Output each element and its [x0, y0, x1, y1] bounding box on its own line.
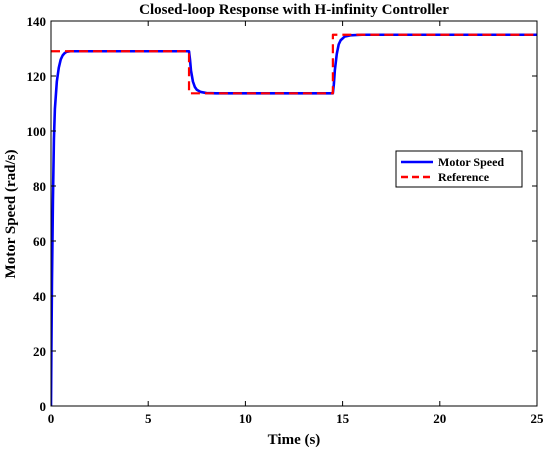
y-tick-label: 60 — [33, 234, 46, 249]
legend-label: Motor Speed — [438, 155, 504, 169]
x-tick-label: 25 — [531, 411, 545, 426]
y-tick-label: 140 — [27, 14, 47, 29]
plot-area: 0 5 10 15 20 25 0 20 40 60 80 100 120 140 Motor SpeedR… — [27, 14, 545, 426]
y-tick-label: 80 — [33, 179, 46, 194]
x-tick-label: 5 — [145, 411, 152, 426]
plot-frame — [50, 20, 538, 407]
x-tick-label: 0 — [48, 411, 55, 426]
y-axis-label: Motor Speed (rad/s) — [3, 150, 19, 279]
x-tick-label: 10 — [239, 411, 252, 426]
x-tick-label: 15 — [336, 411, 350, 426]
series-line-motor-speed — [51, 33, 537, 406]
series-line-reference — [51, 33, 537, 95]
legend-box — [395, 150, 523, 188]
y-tick-label: 20 — [33, 344, 46, 359]
y-tick-label: 0 — [40, 399, 47, 414]
x-tick-label: 20 — [433, 411, 446, 426]
legend-label: Reference — [438, 170, 490, 184]
y-tick-label: 120 — [27, 69, 47, 84]
y-tick-label: 100 — [27, 124, 47, 139]
x-axis-label: Time (s) — [268, 432, 321, 448]
y-tick-label: 40 — [33, 289, 46, 304]
chart-title: Closed-loop Response with H-infinity Con… — [139, 2, 449, 18]
